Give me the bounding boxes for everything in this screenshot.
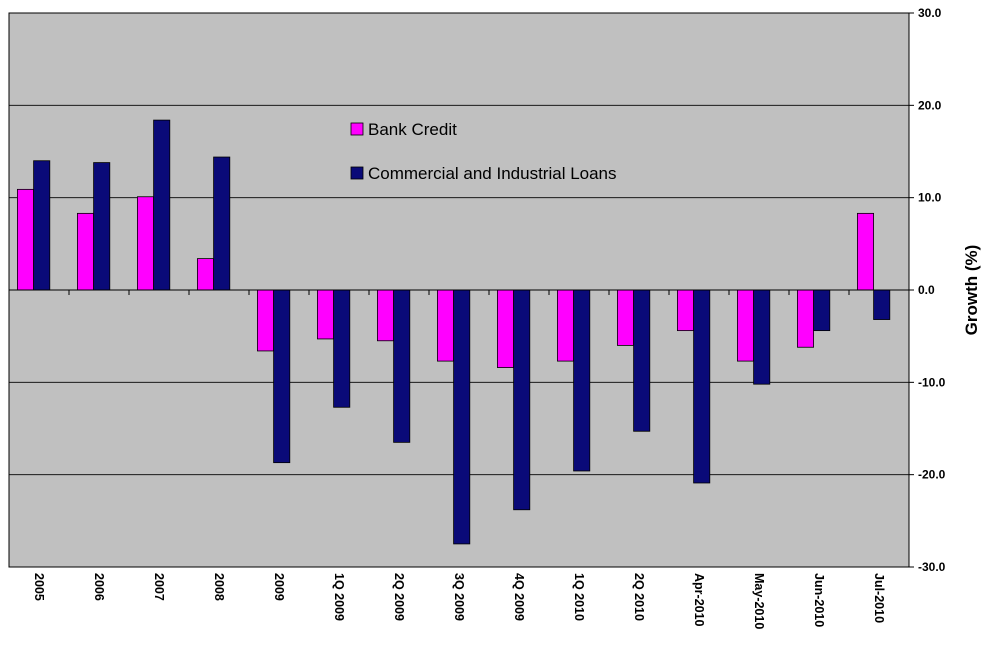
x-tick-label: 2007 — [152, 573, 166, 601]
legend-swatch-ci-loans — [350, 166, 364, 180]
bar-bank-credit — [136, 196, 154, 291]
bar-ci-loans — [873, 289, 891, 320]
zero-axis — [8, 289, 910, 295]
y-tick-label: 20.0 — [918, 98, 942, 112]
y-tick-label: 30.0 — [918, 6, 942, 20]
bar-bank-credit — [496, 289, 514, 368]
x-tick-label: Jul-2010 — [872, 573, 886, 623]
bar-ci-loans — [93, 162, 111, 291]
x-tick-label: Apr-2010 — [692, 573, 706, 627]
bar-bank-credit — [316, 289, 334, 340]
y-tick-label: 10.0 — [918, 191, 942, 205]
legend-label-bank-credit: Bank Credit — [368, 120, 457, 139]
bar-ci-loans — [753, 289, 771, 385]
bar-ci-loans — [453, 289, 471, 545]
bar-ci-loans — [153, 119, 171, 291]
bar-bank-credit — [77, 212, 95, 291]
bar-bank-credit — [196, 258, 214, 291]
y-tick-labels: 30.0 20.0 10.0 0.0 -10.0 -20.0 -30.0 — [909, 6, 946, 574]
bar-ci-loans — [273, 289, 291, 464]
bar-ci-loans — [513, 289, 531, 511]
y-tick-label: -20.0 — [918, 468, 946, 482]
y-axis-title: Growth (%) — [962, 245, 981, 336]
bar-ci-loans — [633, 289, 651, 432]
x-tick-label: 2009 — [272, 573, 286, 601]
y-tick-label: 0.0 — [918, 283, 935, 297]
bar-ci-loans — [813, 289, 831, 332]
bar-ci-loans — [693, 289, 711, 484]
legend: Bank Credit Commercial and Industrial Lo… — [350, 120, 617, 183]
x-tick-label: Jun-2010 — [812, 573, 826, 627]
legend-swatch-bank-credit — [350, 122, 364, 136]
bar-ci-loans — [213, 156, 231, 291]
x-tick-label: 2008 — [212, 573, 226, 601]
bar-bank-credit — [617, 289, 635, 346]
bar-ci-loans — [393, 289, 411, 443]
bar-bank-credit — [677, 289, 695, 332]
bar-ci-loans — [33, 160, 51, 291]
bar-bank-credit — [857, 212, 875, 291]
x-tick-label: 4Q 2009 — [512, 573, 526, 621]
x-tick-label: 2005 — [32, 573, 46, 601]
bar-ci-loans — [333, 289, 351, 408]
x-tick-label: 1Q 2010 — [572, 573, 586, 621]
bar-bank-credit — [16, 188, 35, 291]
x-tick-labels: 2005 2006 2007 2008 2009 1Q 2009 2Q 2009 3Q 200… — [32, 573, 886, 629]
x-tick-label: May-2010 — [752, 573, 766, 629]
y-tick-label: -10.0 — [918, 375, 946, 389]
bar-bank-credit — [376, 289, 394, 342]
bar-bank-credit — [256, 289, 274, 352]
bar-ci-loans — [573, 289, 591, 472]
y-tick-label: -30.0 — [918, 560, 946, 574]
x-tick-label: 2Q 2010 — [632, 573, 646, 621]
bar-bank-credit — [436, 289, 454, 362]
bar-bank-credit — [797, 289, 815, 348]
bars — [16, 119, 891, 545]
legend-label-ci-loans: Commercial and Industrial Loans — [368, 164, 617, 183]
bar-bank-credit — [557, 289, 575, 362]
bar-bank-credit — [737, 289, 755, 362]
x-tick-label: 3Q 2009 — [452, 573, 466, 621]
x-tick-label: 2006 — [92, 573, 106, 601]
x-tick-label: 2Q 2009 — [392, 573, 406, 621]
x-tick-label: 1Q 2009 — [332, 573, 346, 621]
